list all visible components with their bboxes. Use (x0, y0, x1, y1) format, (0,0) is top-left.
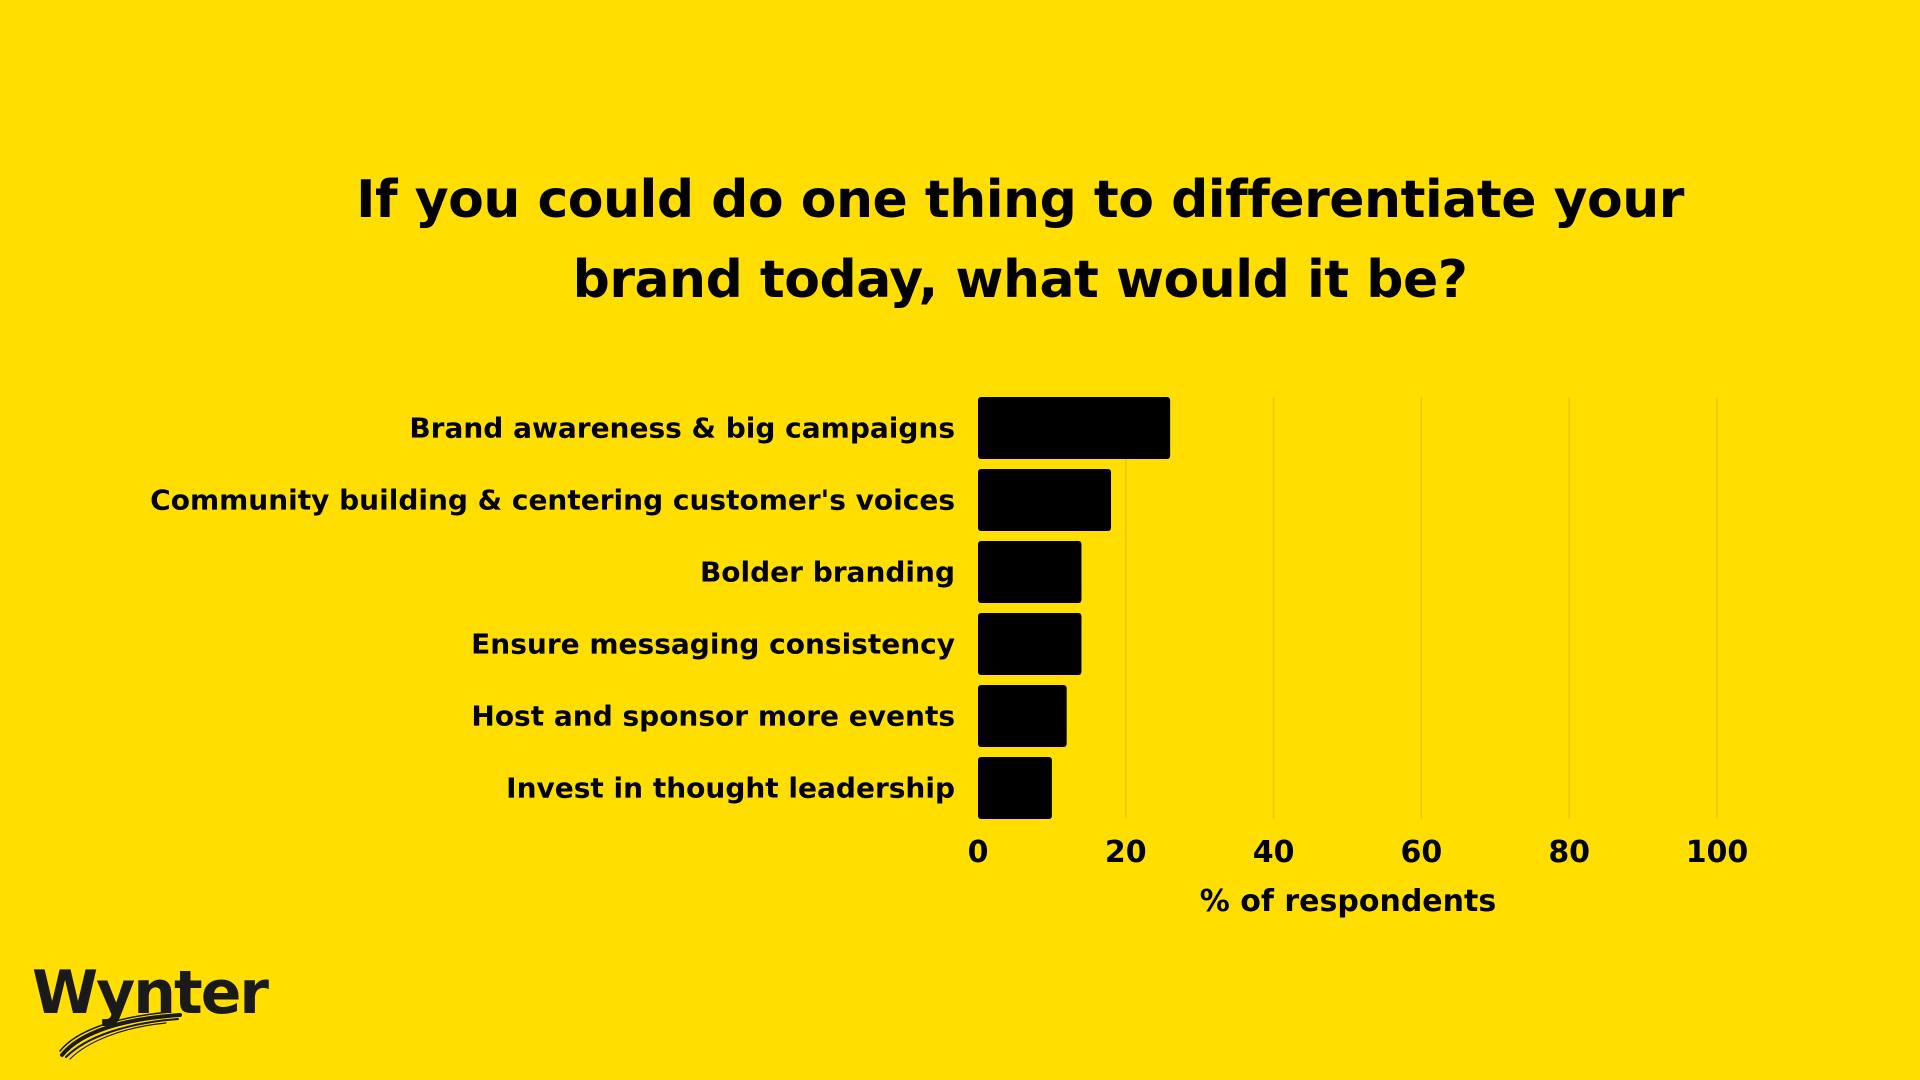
category-label-1: Brand awareness & big campaigns (409, 412, 955, 445)
chart-title: If you could do one thing to differentia… (356, 170, 1684, 310)
x-tick-label-0: 0 (968, 835, 989, 870)
bar-2 (978, 469, 1112, 531)
bar-6 (978, 757, 1052, 819)
wynter-logo: Wynter (32, 958, 271, 1060)
category-label-4: Ensure messaging consistency (471, 628, 955, 661)
category-label-5: Host and sponsor more events (471, 700, 955, 733)
x-tick-label-60: 60 (1401, 835, 1443, 870)
x-axis-ticks: 0 20 40 60 80 100 (968, 835, 1749, 870)
x-tick-label-20: 20 (1105, 835, 1147, 870)
bar-4 (978, 613, 1082, 675)
x-tick-label-100: 100 (1686, 835, 1749, 870)
brush-stroke-icon (59, 1011, 182, 1060)
category-label-6: Invest in thought leadership (506, 772, 955, 805)
bar-1 (978, 397, 1171, 459)
bars (978, 397, 1171, 819)
x-axis-title: % of respondents (1200, 884, 1496, 919)
category-labels: Brand awareness & big campaigns Community… (150, 412, 955, 805)
gridlines (1125, 397, 1718, 819)
x-tick-label-40: 40 (1253, 835, 1295, 870)
category-label-2: Community building & centering customer'… (150, 484, 955, 517)
bar-3 (978, 541, 1082, 603)
bar-5 (978, 685, 1067, 747)
x-tick-label-80: 80 (1548, 835, 1590, 870)
category-label-3: Bolder branding (700, 556, 955, 589)
